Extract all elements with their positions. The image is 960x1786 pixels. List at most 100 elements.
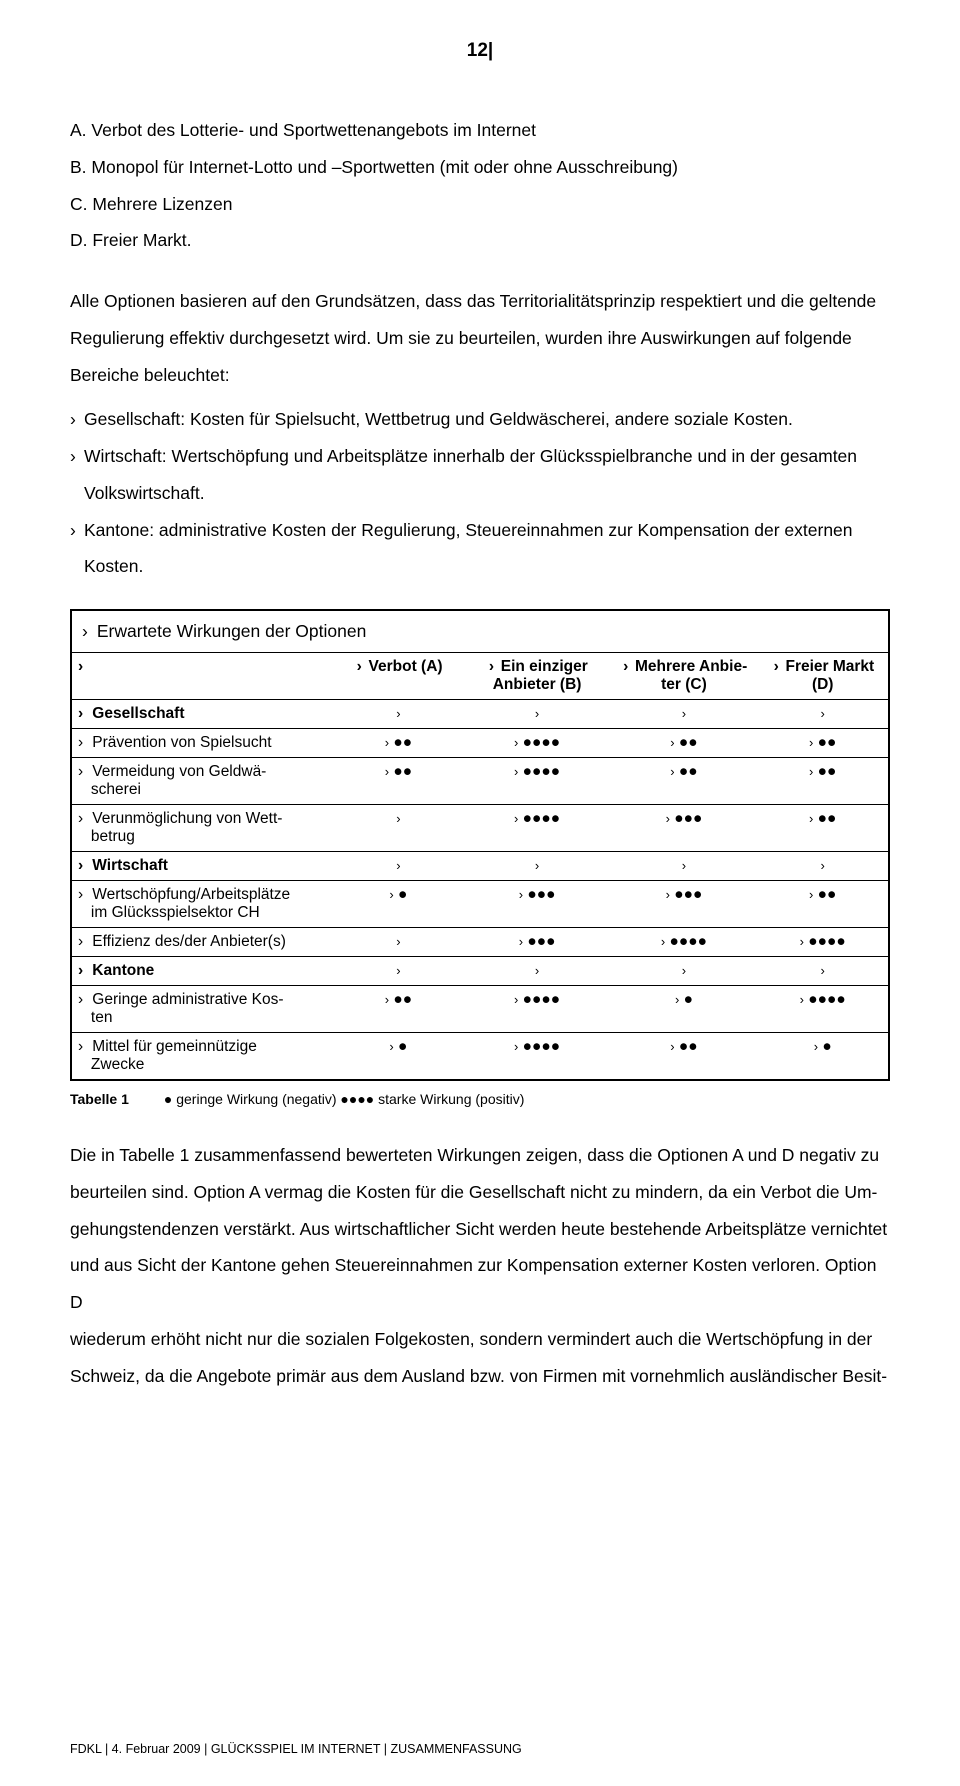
header-single-text-2: Anbieter (B): [493, 676, 582, 693]
bullet-economy: › Wirtschaft: Wertschöpfung und Arbeitsp…: [70, 438, 890, 475]
bullet-society-text: Gesellschaft: Kosten für Spielsucht, Wet…: [84, 409, 793, 429]
cell-value: › ●●●: [464, 928, 611, 957]
cell-value: › ●●: [611, 1033, 758, 1080]
cell-value: › ●●●●: [464, 805, 611, 852]
cell-value: › ●●●●: [464, 1033, 611, 1080]
cell-value: › ●●●: [611, 881, 758, 928]
cell-value: › ●●: [757, 758, 888, 805]
caption-label: Tabelle 1: [70, 1091, 160, 1107]
caret-icon: ›: [70, 401, 76, 438]
caret-icon: ›: [70, 438, 76, 475]
cell-value: ›: [333, 852, 464, 881]
row-label: › Geringe administrative Kos- ten: [72, 986, 333, 1033]
closing-line: beurteilen sind. Option A vermag die Kos…: [70, 1182, 877, 1202]
table-row: › Mittel für gemeinnützige Zwecke› ●› ●●…: [72, 1033, 888, 1080]
intro-line-1: Alle Optionen basieren auf den Grundsätz…: [70, 291, 876, 311]
caret-icon: ›: [486, 658, 496, 676]
caret-icon: ›: [70, 512, 76, 549]
table-row: › Gesellschaft› › › ›: [72, 700, 888, 729]
effects-table-container: › Erwartete Wirkungen der Optionen › › V…: [70, 609, 890, 1081]
header-multi: › Mehrere Anbie- ter (C): [611, 653, 758, 700]
option-a: A. Verbot des Lotterie- und Sportwettena…: [70, 112, 890, 149]
effects-table: › › Verbot (A) › Ein einziger Anbieter (…: [72, 653, 888, 1079]
header-multi-text-1: Mehrere Anbie-: [635, 658, 747, 675]
row-label: › Effizienz des/der Anbieter(s): [72, 928, 333, 957]
header-single-text-1: Ein einziger: [501, 658, 588, 675]
cell-value: › ●●: [333, 758, 464, 805]
cell-value: › ●●: [333, 729, 464, 758]
cell-value: › ●●: [757, 729, 888, 758]
table-caption: Tabelle 1 ● geringe Wirkung (negativ) ●●…: [70, 1091, 890, 1107]
bullet-list: › Gesellschaft: Kosten für Spielsucht, W…: [70, 401, 890, 585]
caret-icon: ›: [354, 658, 364, 676]
closing-line: Die in Tabelle 1 zusammenfassend bewerte…: [70, 1145, 879, 1165]
cell-value: ›: [333, 805, 464, 852]
cell-value: › ●●: [757, 881, 888, 928]
table-row: › Wertschöpfung/Arbeitsplätze im Glückss…: [72, 881, 888, 928]
option-d: D. Freier Markt.: [70, 222, 890, 259]
row-label: › Kantone: [72, 957, 333, 986]
cell-value: › ●: [611, 986, 758, 1033]
cell-value: › ●●: [611, 758, 758, 805]
table-title-text: Erwartete Wirkungen der Optionen: [97, 621, 366, 641]
header-free: › Freier Markt (D): [757, 653, 888, 700]
cell-value: ›: [611, 852, 758, 881]
header-free-text: Freier Markt (D): [785, 658, 874, 693]
bullet-cantons-text-1: Kantone: administrative Kosten der Regul…: [84, 520, 853, 540]
cell-value: ›: [611, 700, 758, 729]
intro-line-3: Bereiche beleuchtet:: [70, 365, 230, 385]
cell-value: › ●●●●: [757, 986, 888, 1033]
cell-value: › ●●: [611, 729, 758, 758]
table-title: › Erwartete Wirkungen der Optionen: [72, 611, 888, 653]
cell-value: › ●: [333, 881, 464, 928]
header-empty: ›: [72, 653, 333, 700]
bullet-economy-text-1: Wirtschaft: Wertschöpfung und Arbeitsplä…: [84, 446, 857, 466]
option-b: B. Monopol für Internet-Lotto und –Sport…: [70, 149, 890, 186]
caret-icon: ›: [78, 658, 88, 676]
closing-line: wiederum erhöht nicht nur die sozialen F…: [70, 1329, 872, 1349]
row-label: › Vermeidung von Geldwä- scherei: [72, 758, 333, 805]
table-row: › Prävention von Spielsucht› ●●› ●●●●› ●…: [72, 729, 888, 758]
cell-value: ›: [464, 957, 611, 986]
caption-text: ● geringe Wirkung (negativ) ●●●● starke …: [164, 1091, 525, 1107]
cell-value: ›: [757, 852, 888, 881]
cell-value: › ●●●: [611, 805, 758, 852]
header-multi-text-2: ter (C): [661, 676, 707, 693]
caret-icon: ›: [82, 621, 92, 642]
cell-value: › ●●: [333, 986, 464, 1033]
row-label: › Wirtschaft: [72, 852, 333, 881]
intro-line-2: Regulierung effektiv durchgesetzt wird. …: [70, 328, 852, 348]
cell-value: › ●●●: [464, 881, 611, 928]
row-label: › Verunmöglichung von Wett- betrug: [72, 805, 333, 852]
option-c: C. Mehrere Lizenzen: [70, 186, 890, 223]
cell-value: ›: [333, 928, 464, 957]
intro-paragraph: Alle Optionen basieren auf den Grundsätz…: [70, 283, 890, 393]
table-row: › Effizienz des/der Anbieter(s)› › ●●●› …: [72, 928, 888, 957]
cell-value: › ●: [757, 1033, 888, 1080]
page-footer: FDKL | 4. Februar 2009 | GLÜCKSSPIEL IM …: [70, 1742, 522, 1756]
cell-value: ›: [464, 852, 611, 881]
bullet-cantons-cont: Kosten.: [70, 548, 890, 585]
table-row: › Verunmöglichung von Wett- betrug› › ●●…: [72, 805, 888, 852]
cell-value: ›: [333, 957, 464, 986]
cell-value: ›: [757, 700, 888, 729]
cell-value: › ●●: [757, 805, 888, 852]
closing-line: gehungstendenzen verstärkt. Aus wirtscha…: [70, 1219, 887, 1239]
cell-value: › ●●●●: [464, 729, 611, 758]
page-number: 12|: [70, 40, 890, 62]
row-label: › Gesellschaft: [72, 700, 333, 729]
options-list: A. Verbot des Lotterie- und Sportwettena…: [70, 112, 890, 259]
cell-value: › ●: [333, 1033, 464, 1080]
row-label: › Mittel für gemeinnützige Zwecke: [72, 1033, 333, 1080]
closing-paragraph: Die in Tabelle 1 zusammenfassend bewerte…: [70, 1137, 890, 1394]
cell-value: › ●●●●: [757, 928, 888, 957]
cell-value: › ●●●●: [464, 986, 611, 1033]
cell-value: › ●●●●: [611, 928, 758, 957]
table-row: › Geringe administrative Kos- ten› ●●› ●…: [72, 986, 888, 1033]
closing-line: und aus Sicht der Kantone gehen Steuerei…: [70, 1255, 877, 1312]
row-label: › Wertschöpfung/Arbeitsplätze im Glückss…: [72, 881, 333, 928]
table-row: › Wirtschaft› › › ›: [72, 852, 888, 881]
bullet-society: › Gesellschaft: Kosten für Spielsucht, W…: [70, 401, 890, 438]
cell-value: › ●●●●: [464, 758, 611, 805]
cell-value: ›: [611, 957, 758, 986]
